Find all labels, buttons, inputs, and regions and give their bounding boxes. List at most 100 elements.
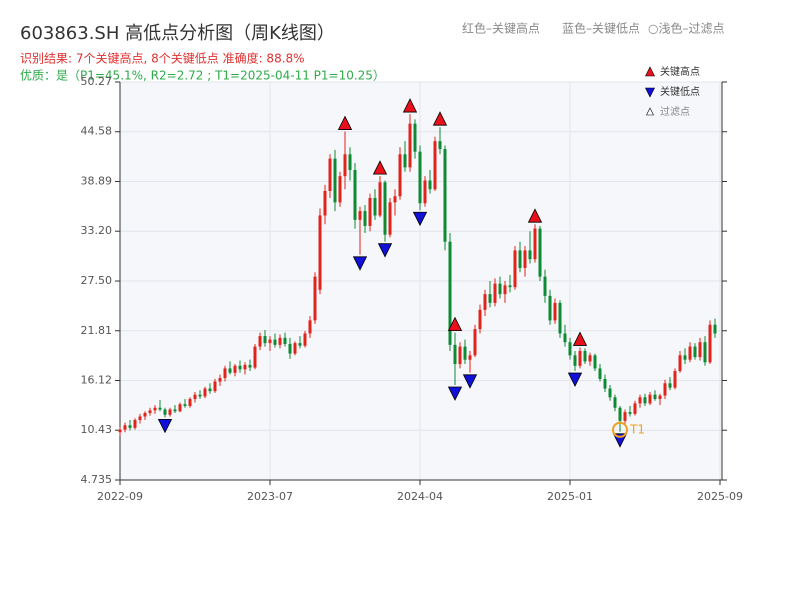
key-low-marker	[412, 211, 428, 227]
legend-swatch	[645, 87, 655, 98]
candle-body	[238, 365, 242, 370]
candle-body	[523, 250, 527, 268]
subtitle: 识别结果: 7个关键高点, 8个关键低点 准确度: 88.8%	[20, 51, 305, 66]
header-legend: ○浅色–过滤点	[648, 22, 724, 36]
candle-body	[403, 154, 407, 168]
candle-body	[703, 342, 707, 363]
candle-body	[298, 343, 302, 346]
candle-body	[133, 419, 137, 428]
candle-body	[643, 397, 647, 404]
candle-body	[268, 339, 272, 344]
candle-body	[713, 324, 717, 334]
candle-body	[418, 151, 422, 204]
candle-body	[358, 211, 362, 220]
candle-body	[258, 336, 262, 347]
x-tick-label: 2025-09	[697, 490, 743, 503]
candle-body	[193, 394, 197, 400]
candle-body	[633, 403, 637, 414]
candle-body	[568, 342, 572, 356]
y-tick-label: 33.20	[81, 224, 113, 237]
candle-body	[183, 404, 187, 407]
key-low-marker	[462, 374, 478, 389]
candle-body	[303, 333, 307, 346]
key-low-marker	[157, 418, 173, 434]
candle-body	[243, 364, 247, 370]
candle-body	[503, 285, 507, 295]
candle-body	[343, 154, 347, 177]
candle-body	[248, 364, 252, 368]
candle-body	[333, 158, 337, 203]
candle-body	[138, 416, 142, 420]
candle-body	[678, 355, 682, 372]
candle-body	[118, 429, 122, 433]
quality-note: 优质：是（P1=45.1%, R2=2.72 ; T1=2025-04-11 P…	[20, 69, 385, 83]
candle-body	[543, 276, 547, 296]
y-tick-label: 10.43	[81, 423, 113, 436]
candle-body	[553, 302, 557, 321]
chart-title: 603863.SH 高低点分析图（周K线图）	[20, 23, 335, 44]
candle-body	[578, 350, 582, 366]
candle-body	[378, 182, 382, 216]
candle-body	[423, 180, 427, 204]
candle-body	[648, 394, 652, 404]
candle-body	[368, 197, 372, 226]
candle-body	[228, 368, 232, 373]
candle-body	[563, 333, 567, 343]
candle-body	[353, 170, 357, 220]
candle-body	[498, 283, 502, 295]
candle-body	[263, 336, 267, 344]
candle-body	[178, 404, 182, 412]
legend-label: 过滤点	[660, 105, 690, 118]
candle-body	[618, 407, 622, 421]
candle-body	[603, 378, 607, 389]
candle-body	[348, 154, 352, 171]
candle-body	[538, 228, 542, 277]
candle-body	[598, 368, 602, 379]
candle-body	[583, 350, 587, 362]
candle-body	[438, 141, 442, 150]
candle-body	[573, 355, 577, 366]
candle-body	[218, 378, 222, 382]
candle-body	[163, 409, 167, 415]
key-high-marker	[527, 208, 543, 223]
candle-body	[488, 294, 492, 303]
candle-body	[168, 409, 172, 415]
candle-body	[363, 211, 367, 226]
candle-body	[588, 355, 592, 362]
candle-body	[453, 344, 457, 365]
candle-body	[393, 196, 397, 203]
y-tick-label: 16.12	[81, 373, 113, 386]
x-tick-label: 2024-04	[397, 490, 443, 503]
legend-swatch	[646, 107, 654, 116]
candle-body	[528, 250, 532, 260]
candle-body	[188, 399, 192, 407]
candle-body	[623, 412, 627, 421]
candle-body	[153, 407, 157, 411]
key-high-marker	[337, 115, 353, 130]
candle-body	[253, 346, 257, 368]
key-high-marker	[447, 316, 463, 331]
candle-body	[323, 190, 327, 216]
candle-body	[518, 250, 522, 268]
candle-body	[428, 180, 432, 190]
candle-body	[273, 339, 277, 345]
header-legend: 蓝色–关键低点	[562, 22, 640, 36]
candle-body	[373, 197, 377, 216]
candle-body	[338, 176, 342, 203]
candle-body	[443, 149, 447, 242]
key-high-marker	[402, 98, 418, 113]
candle-body	[483, 294, 487, 310]
candle-body	[398, 154, 402, 197]
candle-body	[458, 346, 462, 365]
key-low-marker	[567, 372, 583, 387]
candle-body	[283, 337, 287, 344]
key-low-marker	[447, 386, 463, 401]
candle-body	[278, 337, 282, 345]
x-tick-label: 2022-09	[97, 490, 143, 503]
key-low-marker	[377, 243, 393, 258]
candle-body	[668, 383, 672, 388]
y-tick-label: 38.89	[81, 174, 113, 187]
candle-body	[143, 413, 147, 417]
candle-body	[288, 343, 292, 354]
